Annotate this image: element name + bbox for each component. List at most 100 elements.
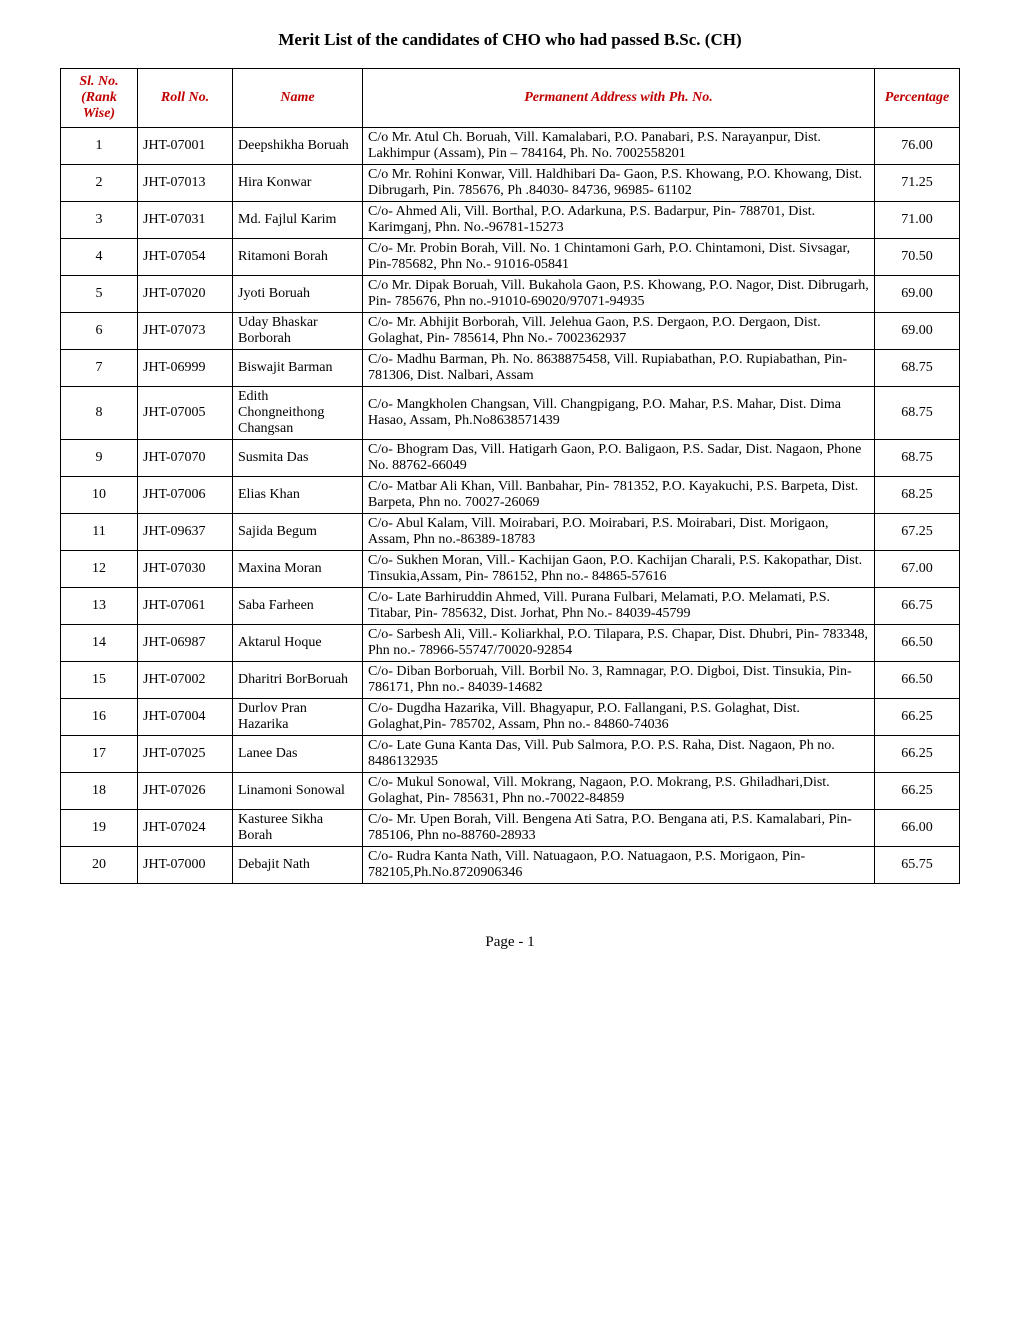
table-row: 3JHT-07031Md. Fajlul KarimC/o- Ahmed Ali… [61,202,960,239]
cell-perc: 69.00 [875,313,960,350]
cell-roll: JHT-07026 [138,773,233,810]
cell-roll: JHT-06999 [138,350,233,387]
cell-roll: JHT-07004 [138,699,233,736]
table-row: 14JHT-06987Aktarul HoqueC/o- Sarbesh Ali… [61,625,960,662]
cell-addr: C/o- Rudra Kanta Nath, Vill. Natuagaon, … [363,847,875,884]
cell-addr: C/o- Madhu Barman, Ph. No. 8638875458, V… [363,350,875,387]
cell-addr: C/o- Diban Borboruah, Vill. Borbil No. 3… [363,662,875,699]
cell-sl: 6 [61,313,138,350]
cell-name: Saba Farheen [233,588,363,625]
cell-perc: 66.75 [875,588,960,625]
cell-sl: 8 [61,387,138,440]
cell-addr: C/o- Abul Kalam, Vill. Moirabari, P.O. M… [363,514,875,551]
table-row: 7JHT-06999Biswajit BarmanC/o- Madhu Barm… [61,350,960,387]
cell-roll: JHT-07070 [138,440,233,477]
cell-roll: JHT-07061 [138,588,233,625]
cell-name: Sajida Begum [233,514,363,551]
table-row: 6JHT-07073Uday Bhaskar BorborahC/o- Mr. … [61,313,960,350]
cell-perc: 69.00 [875,276,960,313]
cell-name: Aktarul Hoque [233,625,363,662]
cell-name: Susmita Das [233,440,363,477]
cell-addr: C/o- Ahmed Ali, Vill. Borthal, P.O. Adar… [363,202,875,239]
cell-perc: 65.75 [875,847,960,884]
cell-name: Uday Bhaskar Borborah [233,313,363,350]
cell-perc: 68.75 [875,350,960,387]
cell-name: Jyoti Boruah [233,276,363,313]
cell-roll: JHT-06987 [138,625,233,662]
cell-roll: JHT-07005 [138,387,233,440]
cell-addr: C/o Mr. Atul Ch. Boruah, Vill. Kamalabar… [363,128,875,165]
cell-sl: 18 [61,773,138,810]
cell-addr: C/o- Bhogram Das, Vill. Hatigarh Gaon, P… [363,440,875,477]
table-header-row: Sl. No. (Rank Wise) Roll No. Name Perman… [61,69,960,128]
cell-name: Biswajit Barman [233,350,363,387]
cell-perc: 68.75 [875,440,960,477]
cell-perc: 76.00 [875,128,960,165]
cell-sl: 14 [61,625,138,662]
cell-sl: 2 [61,165,138,202]
cell-roll: JHT-07054 [138,239,233,276]
cell-addr: C/o- Mr. Upen Borah, Vill. Bengena Ati S… [363,810,875,847]
cell-sl: 16 [61,699,138,736]
cell-sl: 15 [61,662,138,699]
table-row: 4JHT-07054Ritamoni BorahC/o- Mr. Probin … [61,239,960,276]
cell-perc: 66.50 [875,625,960,662]
cell-addr: C/o- Sukhen Moran, Vill.- Kachijan Gaon,… [363,551,875,588]
cell-sl: 9 [61,440,138,477]
cell-addr: C/o- Mr. Abhijit Borborah, Vill. Jelehua… [363,313,875,350]
cell-addr: C/o- Late Barhiruddin Ahmed, Vill. Puran… [363,588,875,625]
cell-roll: JHT-07006 [138,477,233,514]
cell-addr: C/o- Matbar Ali Khan, Vill. Banbahar, Pi… [363,477,875,514]
cell-perc: 68.75 [875,387,960,440]
cell-roll: JHT-07024 [138,810,233,847]
cell-sl: 17 [61,736,138,773]
cell-perc: 66.50 [875,662,960,699]
table-row: 1JHT-07001Deepshikha BoruahC/o Mr. Atul … [61,128,960,165]
cell-perc: 70.50 [875,239,960,276]
cell-name: Durlov Pran Hazarika [233,699,363,736]
cell-sl: 4 [61,239,138,276]
cell-name: Md. Fajlul Karim [233,202,363,239]
cell-addr: C/o- Mr. Probin Borah, Vill. No. 1 Chint… [363,239,875,276]
table-row: 13JHT-07061Saba FarheenC/o- Late Barhiru… [61,588,960,625]
table-row: 10JHT-07006Elias KhanC/o- Matbar Ali Kha… [61,477,960,514]
cell-name: Linamoni Sonowal [233,773,363,810]
page-footer: Page - 1 [60,934,960,951]
cell-roll: JHT-07013 [138,165,233,202]
cell-name: Hira Konwar [233,165,363,202]
cell-perc: 71.25 [875,165,960,202]
cell-name: Elias Khan [233,477,363,514]
cell-sl: 12 [61,551,138,588]
header-name: Name [233,69,363,128]
cell-sl: 20 [61,847,138,884]
cell-sl: 19 [61,810,138,847]
cell-perc: 68.25 [875,477,960,514]
cell-addr: C/o- Sarbesh Ali, Vill.- Koliarkhal, P.O… [363,625,875,662]
table-row: 19JHT-07024Kasturee Sikha BorahC/o- Mr. … [61,810,960,847]
cell-perc: 66.00 [875,810,960,847]
cell-addr: C/o Mr. Dipak Boruah, Vill. Bukahola Gao… [363,276,875,313]
cell-addr: C/o Mr. Rohini Konwar, Vill. Haldhibari … [363,165,875,202]
table-body: 1JHT-07001Deepshikha BoruahC/o Mr. Atul … [61,128,960,884]
header-perc: Percentage [875,69,960,128]
cell-addr: C/o- Dugdha Hazarika, Vill. Bhagyapur, P… [363,699,875,736]
table-row: 8JHT-07005Edith Chongneithong ChangsanC/… [61,387,960,440]
cell-roll: JHT-07000 [138,847,233,884]
cell-name: Dharitri BorBoruah [233,662,363,699]
table-row: 2JHT-07013Hira KonwarC/o Mr. Rohini Konw… [61,165,960,202]
cell-name: Debajit Nath [233,847,363,884]
table-row: 9JHT-07070Susmita DasC/o- Bhogram Das, V… [61,440,960,477]
cell-roll: JHT-07031 [138,202,233,239]
cell-name: Lanee Das [233,736,363,773]
page-title: Merit List of the candidates of CHO who … [60,30,960,50]
header-addr: Permanent Address with Ph. No. [363,69,875,128]
cell-perc: 67.00 [875,551,960,588]
cell-sl: 11 [61,514,138,551]
table-row: 16JHT-07004Durlov Pran HazarikaC/o- Dugd… [61,699,960,736]
cell-roll: JHT-09637 [138,514,233,551]
cell-roll: JHT-07025 [138,736,233,773]
header-roll: Roll No. [138,69,233,128]
cell-name: Maxina Moran [233,551,363,588]
table-row: 5JHT-07020Jyoti BoruahC/o Mr. Dipak Boru… [61,276,960,313]
cell-sl: 10 [61,477,138,514]
